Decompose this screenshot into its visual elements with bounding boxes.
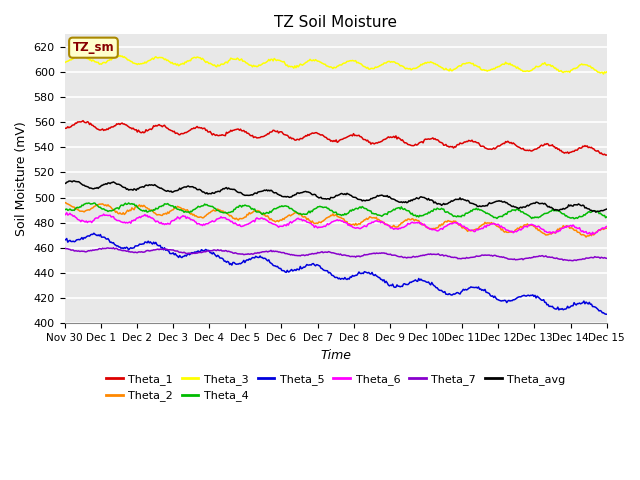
Text: TZ_sm: TZ_sm	[73, 41, 115, 54]
X-axis label: Time: Time	[320, 349, 351, 362]
Legend: Theta_1, Theta_2, Theta_3, Theta_4, Theta_5, Theta_6, Theta_7, Theta_avg: Theta_1, Theta_2, Theta_3, Theta_4, Thet…	[101, 370, 570, 406]
Y-axis label: Soil Moisture (mV): Soil Moisture (mV)	[15, 121, 28, 236]
Title: TZ Soil Moisture: TZ Soil Moisture	[274, 15, 397, 30]
